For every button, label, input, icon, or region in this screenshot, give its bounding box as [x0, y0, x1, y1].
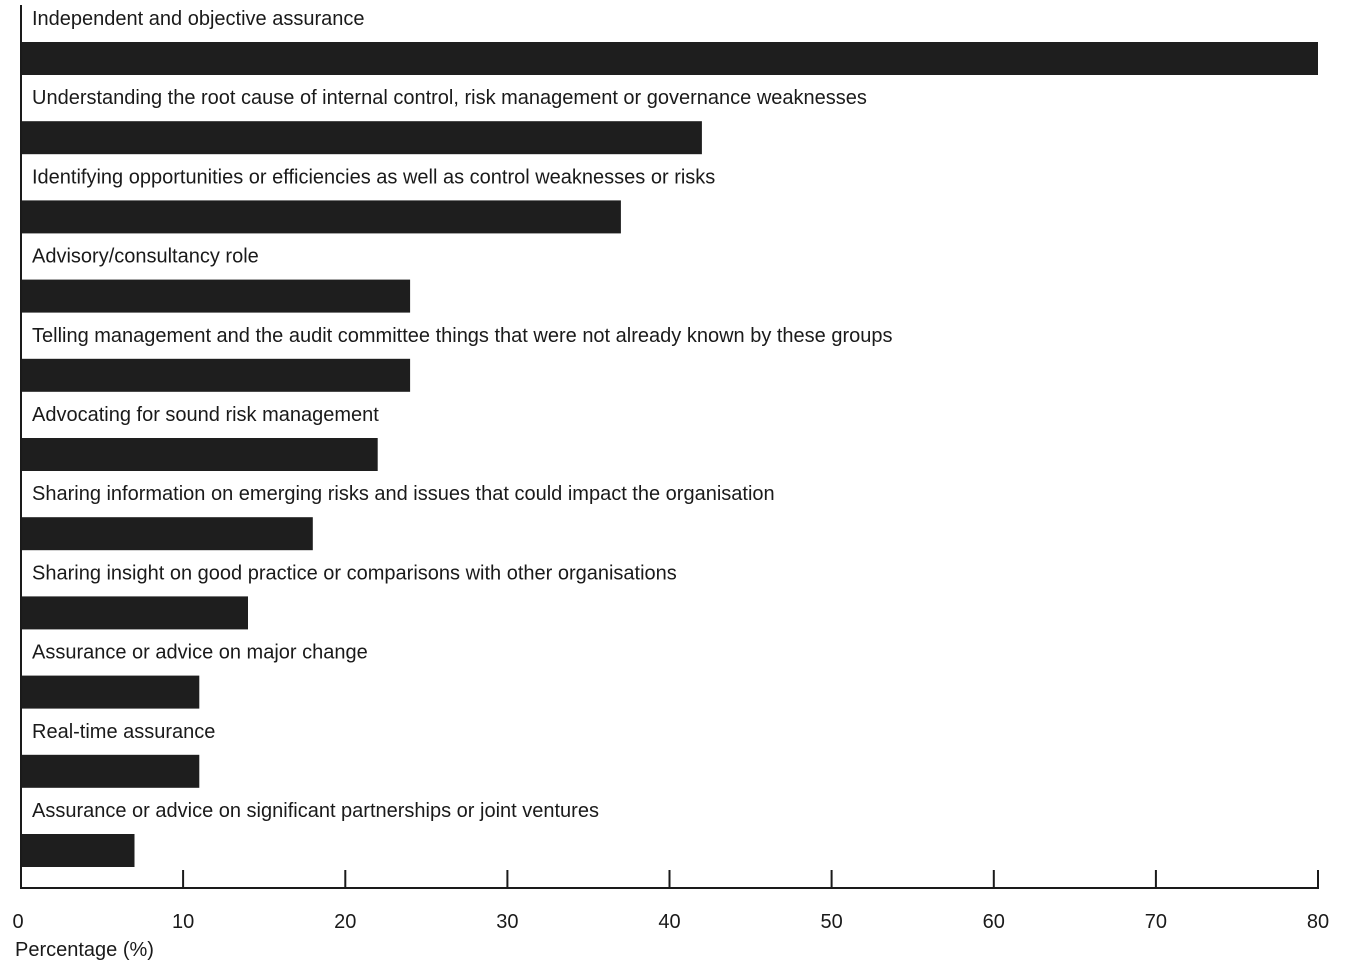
category-label-8: Assurance or advice on major change [32, 642, 368, 664]
bar-1 [21, 121, 702, 155]
category-label-2: Identifying opportunities or efficiencie… [32, 166, 715, 188]
category-label-0: Independent and objective assurance [32, 8, 364, 30]
bar-7 [21, 596, 248, 630]
bar-3 [21, 279, 411, 313]
category-label-4: Telling management and the audit committ… [32, 325, 893, 347]
category-label-5: Advocating for sound risk management [32, 404, 379, 426]
bar-4 [21, 358, 411, 392]
bar-9 [21, 754, 200, 788]
category-label-3: Advisory/consultancy role [32, 246, 259, 268]
x-tick-label-5: 50 [820, 911, 842, 933]
x-tick-label-1: 10 [172, 911, 194, 933]
category-label-9: Real-time assurance [32, 721, 215, 743]
x-tick-label-7: 70 [1145, 911, 1167, 933]
bar-8 [21, 675, 200, 709]
x-axis-ticks-group: 0 10 20 30 40 50 60 70 80 [12, 870, 1329, 933]
x-tick-label-0: 0 [12, 911, 23, 933]
bar-2 [21, 200, 621, 234]
bar-6 [21, 517, 313, 551]
bar-10 [21, 834, 135, 867]
bars-group [21, 42, 1318, 867]
bar-5 [21, 438, 378, 471]
category-label-10: Assurance or advice on significant partn… [32, 800, 599, 822]
x-tick-label-8: 80 [1307, 911, 1329, 933]
x-tick-label-2: 20 [334, 911, 356, 933]
x-axis-title: Percentage (%) [15, 939, 154, 961]
category-labels-group: Independent and objective assurance Under… [32, 8, 893, 822]
x-tick-label-3: 30 [496, 911, 518, 933]
category-label-1: Understanding the root cause of internal… [32, 87, 867, 109]
category-label-7: Sharing insight on good practice or comp… [32, 562, 677, 584]
bar-0 [21, 42, 1318, 75]
x-tick-label-6: 60 [983, 911, 1005, 933]
category-label-6: Sharing information on emerging risks an… [32, 483, 775, 505]
x-tick-label-4: 40 [658, 911, 680, 933]
